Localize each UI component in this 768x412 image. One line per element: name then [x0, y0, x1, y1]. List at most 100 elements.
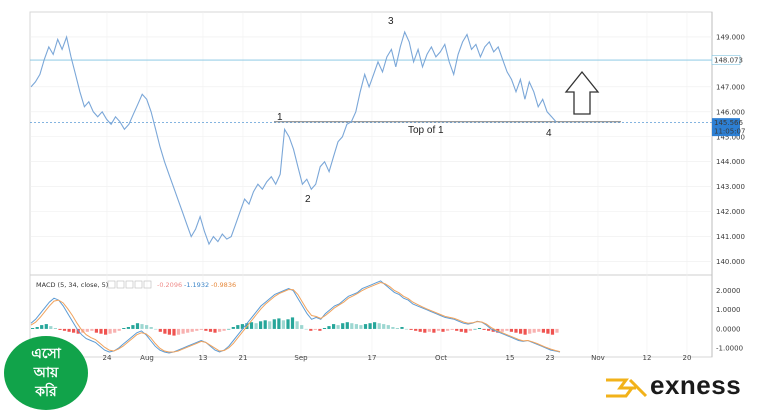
legend-more-icon[interactable]: [134, 280, 143, 289]
macd-hist-bar-97: [473, 328, 477, 330]
macd-hist-bar-63: [318, 328, 322, 331]
macd-hist-bar-68: [341, 323, 345, 329]
logo-mark-bottom: [606, 387, 634, 398]
macd-hist-bar-60: [304, 328, 308, 330]
macd-hist-bar-88: [432, 328, 436, 333]
time-tick-10: 12: [643, 354, 652, 362]
macd-hist-bar-74: [368, 323, 372, 329]
macd-hist-bar-99: [482, 328, 486, 330]
macd-hist-bar-80: [395, 328, 399, 329]
macd-hist-bar-5: [53, 328, 57, 329]
legend-settings-icon[interactable]: [116, 280, 125, 289]
macd-hist-bar-24: [140, 324, 144, 329]
macd-hist-bar-96: [468, 328, 472, 331]
macd-hist-bar-54: [277, 318, 281, 329]
reference-price-label: 148.073: [714, 57, 743, 65]
time-tick-0: 24: [103, 354, 112, 362]
annotation-2: 2: [305, 194, 311, 205]
badge-line-3: করি: [35, 383, 57, 400]
macd-hist-bar-48: [249, 322, 254, 329]
time-tick-1: Aug: [140, 354, 154, 362]
time-axis: 24 Aug 13 21 Sep 17 Oct 15 23 Nov 12 20: [103, 354, 692, 362]
macd-hist-bar-94: [459, 328, 463, 332]
macd-hist-bar-41: [218, 328, 222, 332]
time-tick-8: 23: [546, 354, 555, 362]
annotation-1: 1: [277, 112, 283, 123]
macd-hist-bar-21: [126, 327, 130, 329]
macd-hist-bar-14: [94, 328, 98, 333]
macd-hist-bar-9: [72, 328, 76, 333]
macd-hist-bar-115: [555, 328, 559, 333]
macd-hist-bar-82: [404, 328, 409, 330]
signal-value: -0.9836: [211, 281, 236, 289]
macd-hist-bar-110: [532, 328, 536, 333]
macd-hist-bar-17: [108, 328, 112, 334]
price-tick-2: 146.000: [716, 108, 745, 116]
macd-hist-bar-25: [145, 325, 149, 329]
time-tick-11: 20: [683, 354, 692, 362]
macd-hist-bar-40: [213, 328, 217, 333]
macd-hist-bar-19: [117, 328, 121, 331]
macd-hist-bar-38: [204, 328, 208, 331]
time-tick-4: Sep: [294, 354, 308, 362]
legend-expand-icon[interactable]: [143, 280, 152, 289]
macd-axis: 2.0000 1.0000 0.0000 -1.0000: [716, 287, 743, 353]
macd-hist-bar-53: [272, 319, 276, 329]
macd-hist-bar-23: [135, 323, 140, 329]
reference-price-box: [711, 55, 741, 65]
macd-tick-2: 0.0000: [716, 325, 741, 333]
macd-hist-bar-49: [254, 323, 258, 329]
price-tick-7: 141.000: [716, 233, 745, 241]
time-tick-5: 17: [368, 354, 377, 362]
macd-hist-bar-30: [167, 328, 171, 335]
macd-hist-bar-37: [199, 328, 203, 330]
macd-hist-bar-103: [500, 328, 504, 332]
macd-hist-bar-2: [40, 325, 44, 329]
macd-legend: MACD (5, 34, close, 5) -0.2096 -1.1932 -…: [36, 280, 236, 289]
macd-hist-bar-79: [391, 327, 395, 329]
macd-hist-bar-81: [400, 327, 404, 329]
macd-hist-bar-44: [231, 327, 235, 329]
price-tick-0: 149.000: [716, 33, 745, 41]
price-tick-5: 143.000: [716, 183, 745, 191]
price-tick-4: 144.000: [716, 158, 745, 166]
macd-hist-bar-89: [436, 328, 441, 331]
macd-hist-bar-77: [382, 324, 386, 329]
macd-hist-bar-85: [418, 328, 422, 332]
macd-value: -1.1932: [184, 281, 209, 289]
macd-hist-bar-71: [354, 324, 358, 329]
macd-hist-bar-8: [67, 328, 71, 332]
macd-hist-bar-69: [345, 322, 349, 329]
plot-frame: [29, 11, 713, 358]
time-tick-3: 21: [239, 354, 248, 362]
legend-eye-icon[interactable]: [107, 280, 116, 289]
macd-hist-bar-20: [122, 328, 126, 329]
macd-hist-bar-22: [131, 325, 135, 329]
current-price-box: [712, 118, 740, 137]
macd-tick-3: -1.0000: [716, 345, 743, 353]
annotation-4: 4: [546, 128, 552, 139]
macd-hist-bar-109: [528, 328, 532, 334]
macd-hist-bar-0: [31, 328, 35, 329]
macd-hist-bar-58: [295, 321, 299, 329]
legend-close-icon[interactable]: [125, 280, 134, 289]
macd-hist-bar-36: [195, 328, 199, 331]
macd-histogram: [31, 317, 559, 336]
price-axis: 149.000 147.000 146.000 145.000 144.000 143.0…: [716, 33, 745, 266]
macd-hist-bar-1: [35, 327, 39, 329]
macd-hist-bar-112: [541, 328, 545, 333]
badge-line-1: এসো: [31, 345, 61, 362]
macd-hist-bar-107: [519, 328, 523, 334]
macd-hist-bar-39: [208, 328, 213, 332]
macd-hist-bar-83: [409, 328, 413, 330]
macd-hist-bar-91: [446, 328, 450, 331]
macd-hist-bar-28: [158, 328, 162, 332]
macd-hist-bar-50: [259, 321, 263, 329]
macd-hist-bar-61: [309, 328, 313, 331]
time-tick-7: 15: [506, 354, 515, 362]
macd-hist-bar-42: [222, 328, 226, 331]
macd-hist-bar-113: [546, 328, 550, 334]
current-price-label: 145.566: [714, 119, 743, 127]
